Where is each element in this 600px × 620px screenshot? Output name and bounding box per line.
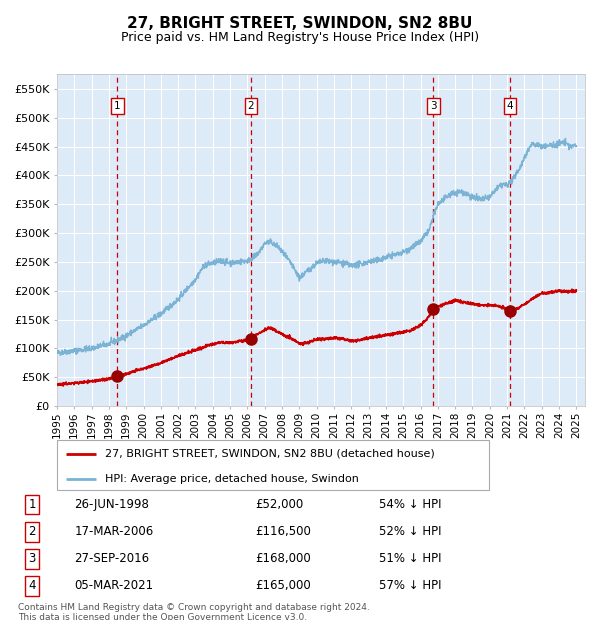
Text: 27, BRIGHT STREET, SWINDON, SN2 8BU: 27, BRIGHT STREET, SWINDON, SN2 8BU [127, 16, 473, 30]
Text: 3: 3 [28, 552, 36, 565]
Text: HPI: Average price, detached house, Swindon: HPI: Average price, detached house, Swin… [104, 474, 358, 484]
Text: Contains HM Land Registry data © Crown copyright and database right 2024.
This d: Contains HM Land Registry data © Crown c… [18, 603, 370, 620]
Text: 27-SEP-2016: 27-SEP-2016 [74, 552, 149, 565]
Text: 3: 3 [430, 101, 437, 111]
Text: 57% ↓ HPI: 57% ↓ HPI [379, 580, 442, 593]
Text: 1: 1 [114, 101, 121, 111]
Text: Price paid vs. HM Land Registry's House Price Index (HPI): Price paid vs. HM Land Registry's House … [121, 31, 479, 44]
Text: 05-MAR-2021: 05-MAR-2021 [74, 580, 154, 593]
Text: 17-MAR-2006: 17-MAR-2006 [74, 525, 154, 538]
Text: £165,000: £165,000 [255, 580, 311, 593]
Text: £52,000: £52,000 [255, 498, 303, 511]
Text: 1: 1 [28, 498, 36, 511]
Text: 4: 4 [28, 580, 36, 593]
Text: 26-JUN-1998: 26-JUN-1998 [74, 498, 149, 511]
Text: 52% ↓ HPI: 52% ↓ HPI [379, 525, 442, 538]
Text: 4: 4 [507, 101, 514, 111]
Text: £116,500: £116,500 [255, 525, 311, 538]
Text: 54% ↓ HPI: 54% ↓ HPI [379, 498, 442, 511]
Text: £168,000: £168,000 [255, 552, 311, 565]
Text: 51% ↓ HPI: 51% ↓ HPI [379, 552, 442, 565]
Text: 2: 2 [248, 101, 254, 111]
Text: 27, BRIGHT STREET, SWINDON, SN2 8BU (detached house): 27, BRIGHT STREET, SWINDON, SN2 8BU (det… [104, 449, 434, 459]
Text: 2: 2 [28, 525, 36, 538]
